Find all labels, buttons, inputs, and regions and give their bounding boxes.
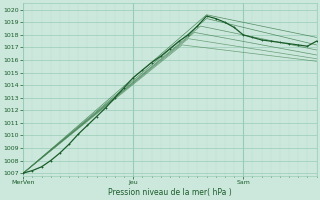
X-axis label: Pression niveau de la mer( hPa ): Pression niveau de la mer( hPa ) (108, 188, 232, 197)
